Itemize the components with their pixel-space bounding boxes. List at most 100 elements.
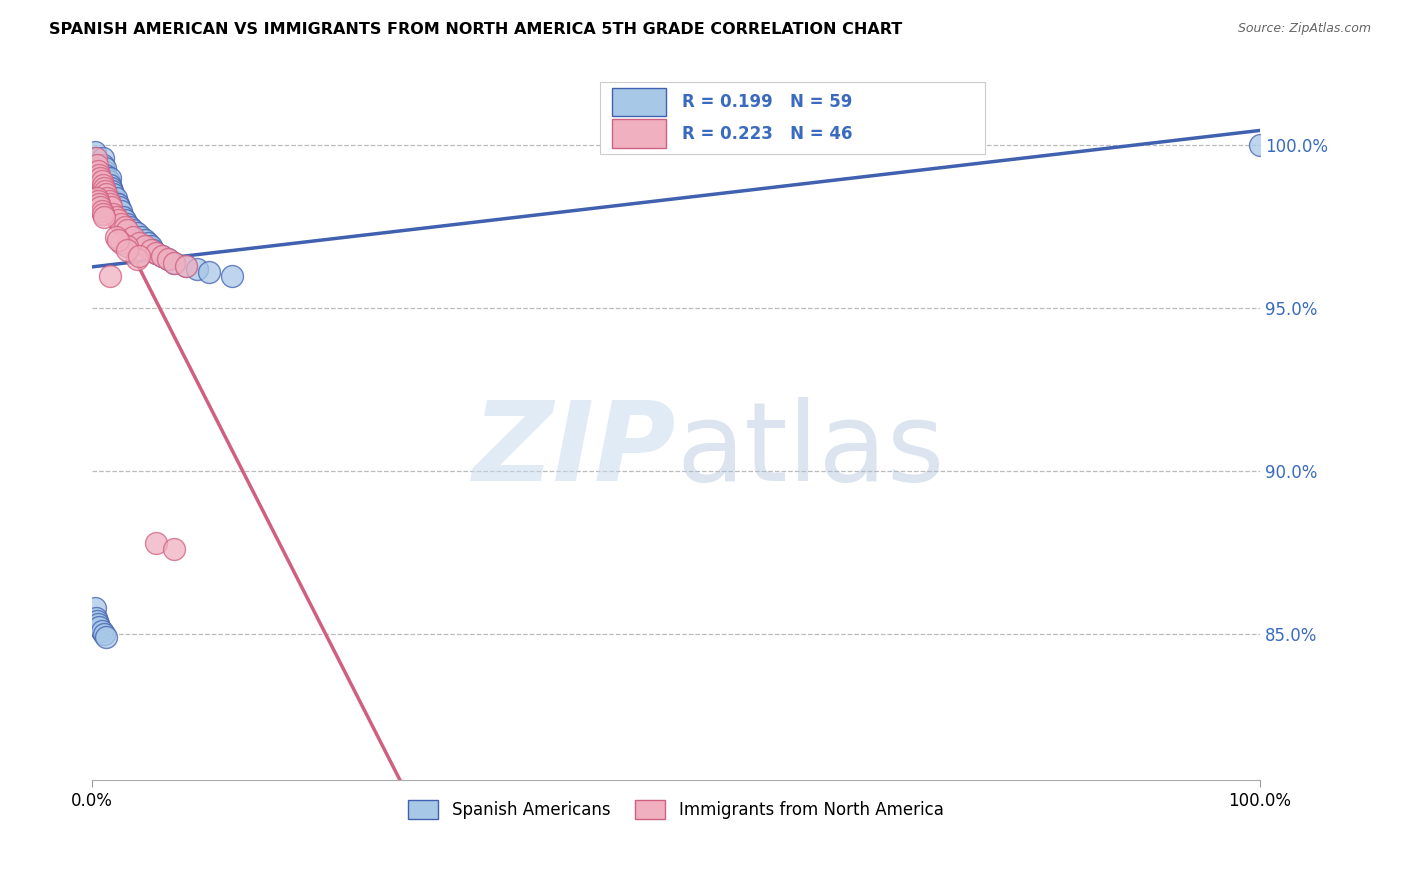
- Point: [103, 187, 125, 202]
- Point: [174, 259, 197, 273]
- Point: [115, 223, 138, 237]
- Point: [122, 223, 145, 237]
- Point: [90, 203, 112, 218]
- Point: [87, 617, 110, 632]
- Point: [84, 152, 107, 166]
- Point: [94, 168, 117, 182]
- Point: [105, 197, 128, 211]
- Point: [110, 217, 132, 231]
- Point: [104, 210, 127, 224]
- Point: [136, 236, 159, 251]
- Point: [96, 171, 118, 186]
- Point: [86, 158, 108, 172]
- Point: [101, 184, 124, 198]
- Point: [89, 200, 111, 214]
- Point: [107, 213, 129, 227]
- Point: [93, 210, 115, 224]
- Point: [89, 620, 111, 634]
- Point: [115, 217, 138, 231]
- Point: [125, 227, 148, 241]
- FancyBboxPatch shape: [612, 87, 665, 116]
- Point: [89, 168, 111, 182]
- Point: [157, 252, 180, 267]
- Point: [145, 246, 167, 260]
- Point: [93, 164, 115, 178]
- Point: [90, 174, 112, 188]
- FancyBboxPatch shape: [600, 82, 986, 153]
- Point: [94, 161, 117, 176]
- Point: [103, 207, 125, 221]
- Point: [89, 171, 111, 186]
- Point: [91, 152, 114, 166]
- Legend: Spanish Americans, Immigrants from North America: Spanish Americans, Immigrants from North…: [402, 793, 950, 826]
- Text: ZIP: ZIP: [472, 397, 676, 504]
- Point: [114, 213, 136, 227]
- Point: [103, 194, 125, 208]
- Point: [129, 229, 152, 244]
- Point: [163, 542, 186, 557]
- Point: [98, 178, 121, 192]
- Point: [114, 219, 136, 234]
- Point: [107, 197, 129, 211]
- Point: [128, 249, 150, 263]
- Point: [198, 265, 221, 279]
- Point: [87, 164, 110, 178]
- Point: [107, 233, 129, 247]
- Point: [96, 187, 118, 202]
- Point: [94, 184, 117, 198]
- Text: R = 0.223   N = 46: R = 0.223 N = 46: [682, 125, 852, 143]
- Point: [104, 190, 127, 204]
- Point: [87, 164, 110, 178]
- Point: [86, 614, 108, 628]
- Point: [91, 158, 114, 172]
- Point: [110, 236, 132, 251]
- Text: atlas: atlas: [676, 397, 945, 504]
- Point: [90, 624, 112, 638]
- Point: [134, 239, 156, 253]
- Point: [86, 190, 108, 204]
- Point: [150, 249, 173, 263]
- Point: [98, 197, 121, 211]
- Point: [90, 171, 112, 186]
- Point: [98, 171, 121, 186]
- Text: Source: ZipAtlas.com: Source: ZipAtlas.com: [1237, 22, 1371, 36]
- Point: [163, 255, 186, 269]
- Point: [91, 178, 114, 192]
- Point: [150, 249, 173, 263]
- Point: [134, 233, 156, 247]
- Point: [145, 535, 167, 549]
- Point: [89, 197, 111, 211]
- Point: [125, 252, 148, 267]
- Text: SPANISH AMERICAN VS IMMIGRANTS FROM NORTH AMERICA 5TH GRADE CORRELATION CHART: SPANISH AMERICAN VS IMMIGRANTS FROM NORT…: [49, 22, 903, 37]
- Point: [84, 610, 107, 624]
- Point: [96, 178, 118, 192]
- Point: [186, 262, 208, 277]
- Point: [108, 200, 131, 214]
- Point: [110, 203, 132, 218]
- Point: [157, 252, 180, 267]
- Point: [87, 171, 110, 186]
- Point: [83, 600, 105, 615]
- Point: [142, 243, 165, 257]
- Point: [163, 255, 186, 269]
- Point: [93, 171, 115, 186]
- Point: [122, 229, 145, 244]
- Point: [100, 200, 122, 214]
- Point: [96, 630, 118, 644]
- Point: [83, 145, 105, 159]
- Point: [139, 239, 162, 253]
- Point: [145, 246, 167, 260]
- Text: R = 0.199   N = 59: R = 0.199 N = 59: [682, 93, 852, 111]
- Point: [90, 164, 112, 178]
- Point: [89, 168, 111, 182]
- Point: [115, 239, 138, 253]
- Point: [98, 268, 121, 283]
- Point: [93, 627, 115, 641]
- Point: [1249, 138, 1271, 153]
- Point: [111, 210, 134, 224]
- Point: [89, 158, 111, 172]
- Point: [104, 229, 127, 244]
- Point: [221, 268, 243, 283]
- Point: [86, 158, 108, 172]
- Point: [139, 243, 162, 257]
